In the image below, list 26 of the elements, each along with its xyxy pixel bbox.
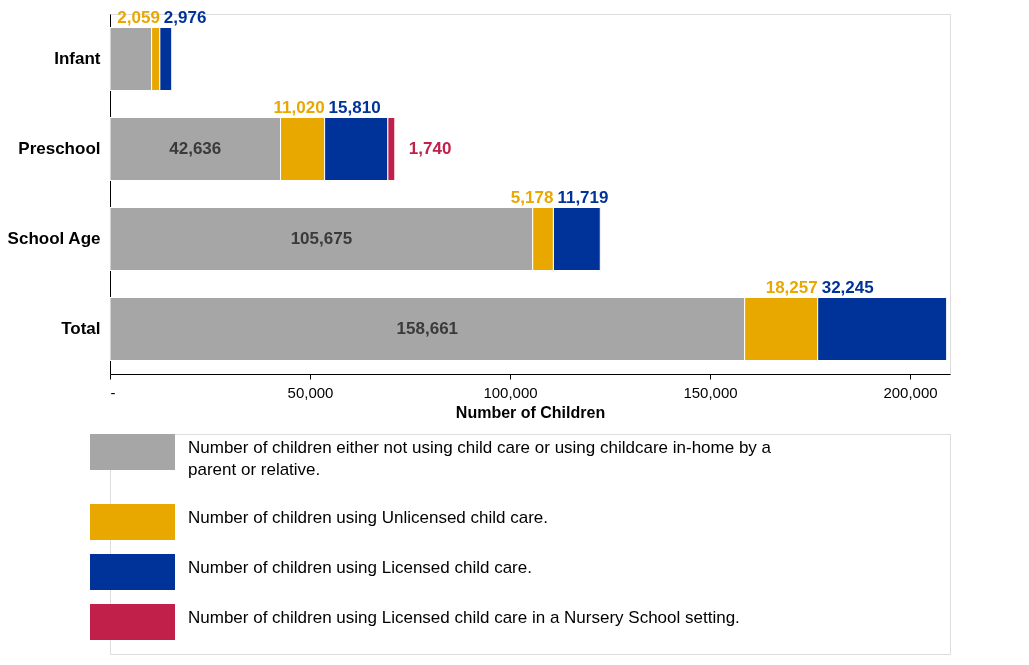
y-tick-label: Infant [54, 49, 101, 68]
data-label: 158,661 [396, 319, 459, 338]
data-label: 5,178 [510, 188, 554, 207]
data-label: 18,257 [765, 278, 818, 297]
x-tick-label: - [110, 383, 116, 401]
legend-label: Number of children either not using child care or using childcare in-home by a parent or relative. [188, 438, 772, 479]
data-label: 42,636 [169, 139, 222, 158]
data-label: 11,020 [273, 98, 325, 117]
x-tick-label: 100,000 [483, 383, 538, 401]
data-label: 1,740 [408, 139, 452, 158]
x-axis-title: Number of Children [455, 403, 606, 421]
legend-label: Number of children using Licensed child care in a Nursery School setting. [188, 608, 740, 627]
x-tick-label: 150,000 [683, 383, 738, 401]
data-label: 2,059 [117, 8, 160, 27]
data-label: 11,719 [557, 188, 609, 207]
data-label: 15,810 [328, 98, 381, 117]
y-tick-label: School Age [7, 229, 101, 248]
legend-label: Number of children using Licensed child care. [188, 558, 532, 577]
data-label: 2,976 [163, 8, 207, 27]
legend-label: Number of children using Unlicensed child care. [188, 508, 549, 527]
data-label: 32,245 [821, 278, 874, 297]
data-label: 105,675 [290, 229, 353, 248]
y-tick-label: Total [61, 319, 101, 338]
x-tick-label: 50,000 [287, 383, 334, 401]
x-tick-label: 200,000 [883, 383, 938, 401]
y-tick-label: Preschool [18, 139, 101, 158]
